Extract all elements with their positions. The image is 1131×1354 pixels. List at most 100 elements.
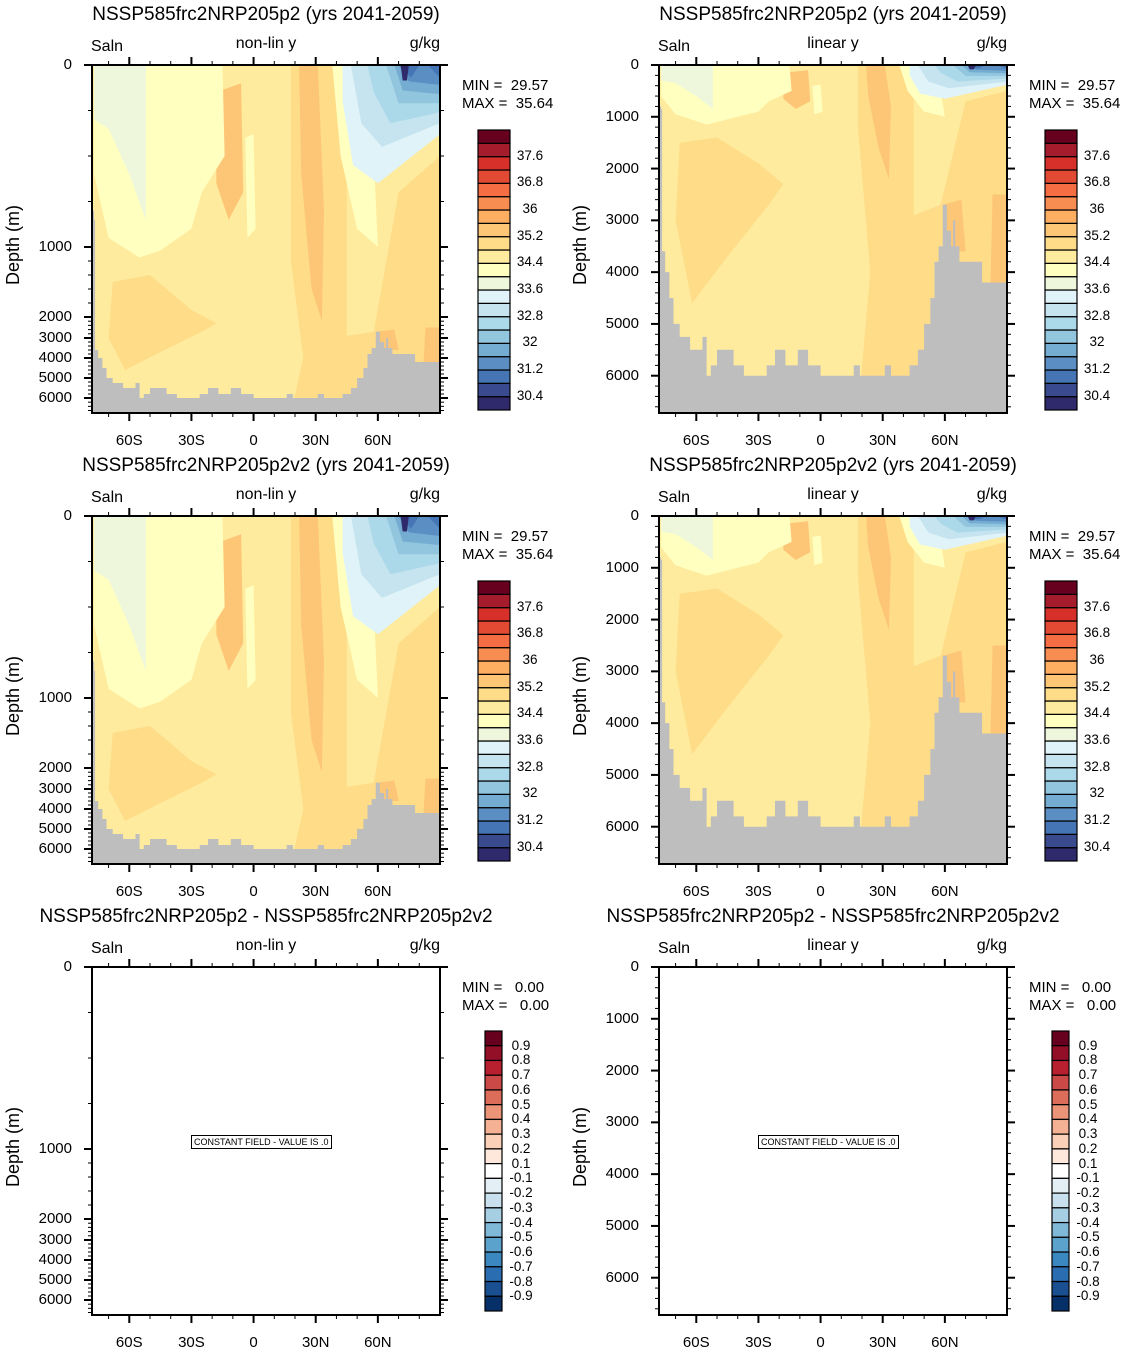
contour-fill: [967, 516, 976, 521]
y-axis-label: Depth (m): [570, 204, 590, 285]
colorbar-box: [1044, 302, 1078, 318]
panel-plot: [84, 508, 448, 872]
contour-fill: [967, 65, 976, 70]
x-tick-label: 60N: [931, 883, 959, 900]
colorbar-label: -0.2: [1076, 1185, 1100, 1201]
colorbar-box: [477, 607, 511, 622]
colorbar: [1051, 1030, 1070, 1312]
y-axis-label: Depth (m): [3, 655, 23, 736]
colorbar-box: [1051, 1163, 1070, 1179]
y-tick-label: 2000: [605, 159, 639, 177]
colorbar-label: 37.6: [1083, 147, 1111, 163]
contour-fill: [94, 516, 146, 671]
colorbar-box: [477, 793, 511, 809]
colorbar-box: [477, 713, 511, 729]
constant-field-label: CONSTANT FIELD - VALUE IS .0: [191, 1135, 332, 1149]
contour-fill: [661, 65, 713, 109]
x-tick-label: 60N: [364, 883, 392, 900]
colorbar-label: 33.6: [1083, 281, 1111, 296]
x-tick-label: 0: [816, 883, 825, 900]
colorbar-box: [1044, 222, 1078, 238]
colorbar-box: [477, 142, 511, 158]
colorbar-label: 31.2: [1083, 812, 1111, 827]
variable-label: Saln: [91, 940, 124, 957]
colorbar-label: -0.9: [509, 1288, 533, 1304]
colorbar-box: [1044, 620, 1078, 635]
colorbar-label: 0.5: [1078, 1096, 1098, 1112]
contour-fill: [245, 134, 256, 238]
x-tick-label: 0: [249, 1334, 258, 1351]
units-label: g/kg: [409, 486, 440, 503]
colorbar-box: [477, 156, 511, 171]
colorbar-box: [1044, 647, 1078, 662]
colorbar-box: [1044, 249, 1078, 264]
colorbar-box: [1051, 1104, 1070, 1121]
field-area: [659, 516, 1007, 864]
colorbar-label: 0.2: [511, 1140, 531, 1156]
colorbar-label: -0.6: [1076, 1244, 1100, 1260]
colorbar-label: 32.8: [516, 307, 544, 323]
y-tick-label: 0: [630, 56, 639, 73]
y-tick-label: 3000: [605, 662, 639, 680]
x-tick-label: 60S: [682, 883, 710, 900]
colorbar: [1044, 129, 1078, 411]
variable-label: Saln: [658, 940, 691, 957]
colorbar-label: 30.4: [1083, 838, 1111, 854]
plot-frame: [91, 64, 441, 414]
constant-field-label: CONSTANT FIELD - VALUE IS .0: [758, 1135, 899, 1149]
colorbar-box: [477, 740, 511, 755]
colorbar-box: [1051, 1059, 1070, 1076]
colorbar-box: [477, 687, 511, 702]
y-tick-label: 1000: [38, 1140, 72, 1157]
colorbar-box: [1044, 847, 1078, 862]
colorbar-box: [477, 262, 511, 278]
colorbar-box: [477, 647, 511, 662]
colorbar-label: -0.7: [509, 1258, 533, 1274]
colorbar-label: 37.6: [1083, 598, 1111, 614]
colorbar-label: 32: [522, 785, 538, 801]
contour-fill: [245, 585, 256, 689]
x-tick-label: 60S: [682, 432, 710, 449]
x-tick-label: 30S: [178, 432, 205, 449]
x-tick-label: 0: [816, 1334, 825, 1351]
axis-scale-label: non-lin y: [235, 486, 297, 503]
colorbar-box: [477, 847, 511, 862]
colorbar-label: 31.2: [516, 361, 544, 376]
plot-frame: [91, 515, 441, 865]
colorbar-box: [484, 1251, 503, 1268]
colorbar-box: [1044, 713, 1078, 729]
colorbar-label: 0.7: [511, 1067, 531, 1083]
y-axis-label: Depth (m): [3, 204, 23, 285]
colorbar-label: 32.8: [1083, 307, 1111, 323]
colorbar-box: [1044, 753, 1078, 769]
colorbar-label: 0.6: [1078, 1081, 1098, 1097]
colorbar-box: [477, 633, 511, 649]
y-axis-label: Depth (m): [570, 655, 590, 736]
colorbar-label: 30.4: [516, 387, 544, 403]
colorbar-box: [1044, 356, 1078, 371]
y-tick-label: 4000: [605, 263, 639, 281]
colorbar-label: 30.4: [516, 838, 544, 854]
colorbar-label: 37.6: [516, 147, 544, 163]
colorbar-box: [1051, 1148, 1070, 1165]
colorbar-box: [1044, 342, 1078, 358]
y-tick-label: 0: [63, 958, 72, 975]
bathymetry-land: [92, 210, 440, 413]
colorbar-box: [1044, 262, 1078, 278]
y-tick-label: 4000: [605, 1165, 639, 1183]
colorbar-label: -0.1: [509, 1170, 533, 1186]
colorbar-box: [477, 129, 511, 144]
contour-fill: [675, 588, 784, 755]
y-tick-label: 5000: [38, 820, 72, 837]
colorbar-box: [477, 620, 511, 635]
colorbar-box: [1051, 1295, 1070, 1312]
x-tick-label: 30N: [301, 1334, 330, 1351]
colorbar-label: 0.8: [511, 1052, 531, 1068]
colorbar: [1044, 580, 1078, 862]
colorbar-box: [484, 1030, 503, 1047]
colorbar-box: [1044, 236, 1078, 251]
y-tick-label: 6000: [38, 389, 72, 406]
colorbar-box: [477, 249, 511, 264]
axis-scale-label: non-lin y: [235, 35, 297, 52]
colorbar-box: [477, 302, 511, 318]
